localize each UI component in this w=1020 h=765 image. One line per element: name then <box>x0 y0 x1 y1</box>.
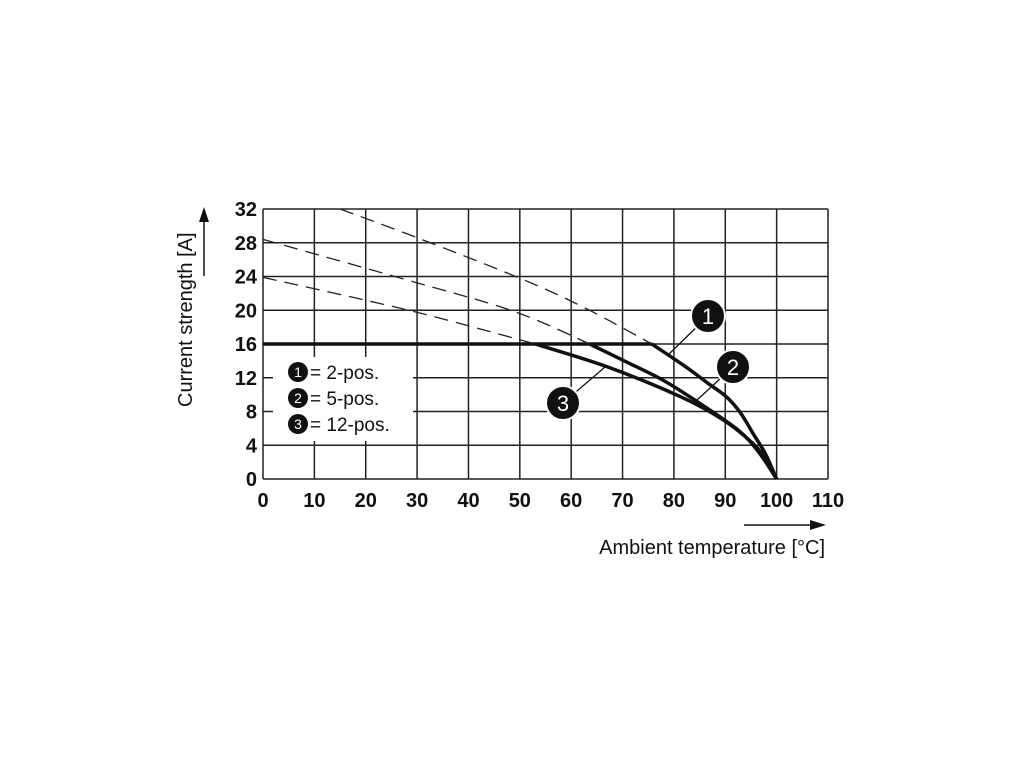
series-callouts: 1 2 3 <box>545 298 751 421</box>
x-tick-label: 110 <box>812 490 844 512</box>
x-axis-arrowhead <box>810 520 826 530</box>
y-tick-label: 20 <box>235 300 257 322</box>
y-axis-arrowhead <box>199 207 209 222</box>
callout-marker-3 <box>545 385 581 421</box>
y-tick-label: 24 <box>235 267 258 289</box>
y-tick-label: 0 <box>246 469 257 491</box>
y-tick-label: 8 <box>246 402 257 424</box>
y-tick-labels: 0 4 8 12 16 20 24 28 32 <box>235 199 258 491</box>
x-tick-label: 100 <box>760 490 793 512</box>
x-tick-label: 60 <box>560 490 582 512</box>
series-3-solid-line <box>534 342 779 480</box>
legend-entry: = 12-pos. <box>310 415 390 436</box>
legend-marker-number: 2 <box>294 390 302 406</box>
x-tick-label: 10 <box>303 490 325 512</box>
legend: 1 = 2-pos. 2 = 5-pos. 3 = 12-pos. <box>288 362 390 436</box>
series-3-dashed-line <box>262 276 536 345</box>
legend-marker-number: 3 <box>294 416 302 432</box>
callout-number: 1 <box>702 304 714 329</box>
x-tick-label: 20 <box>355 490 377 512</box>
series-2-dashed-line <box>262 238 590 345</box>
x-tick-label: 40 <box>457 490 479 512</box>
y-tick-label: 4 <box>246 435 258 457</box>
legend-marker-3 <box>288 414 308 434</box>
legend-marker-number: 1 <box>294 364 302 380</box>
x-tick-label: 0 <box>257 490 268 512</box>
y-tick-label: 12 <box>235 368 257 390</box>
x-tick-label: 70 <box>611 490 633 512</box>
x-tick-label: 50 <box>509 490 531 512</box>
callout-number: 2 <box>727 355 739 380</box>
y-tick-label: 28 <box>235 233 257 255</box>
x-tick-label: 30 <box>406 490 428 512</box>
callout-marker-2 <box>715 349 751 385</box>
series-1-dashed-line <box>339 208 653 345</box>
legend-entry: = 5-pos. <box>310 389 379 410</box>
x-tick-labels: 0 10 20 30 40 50 60 70 80 90 100 110 <box>257 490 844 512</box>
x-tick-label: 80 <box>663 490 685 512</box>
x-tick-label: 90 <box>714 490 736 512</box>
legend-marker-2 <box>288 388 308 408</box>
y-tick-label: 16 <box>235 334 257 356</box>
y-tick-label: 32 <box>235 199 257 221</box>
x-axis-label: Ambient temperature [°C] <box>599 537 825 559</box>
y-axis-label: Current strength [A] <box>175 232 197 407</box>
callout-marker-1 <box>690 298 726 334</box>
series-lines <box>262 208 779 480</box>
callout-number: 3 <box>557 391 569 416</box>
legend-marker-1 <box>288 362 308 382</box>
series-1-solid-line <box>650 342 779 480</box>
legend-entry: = 2-pos. <box>310 363 379 384</box>
